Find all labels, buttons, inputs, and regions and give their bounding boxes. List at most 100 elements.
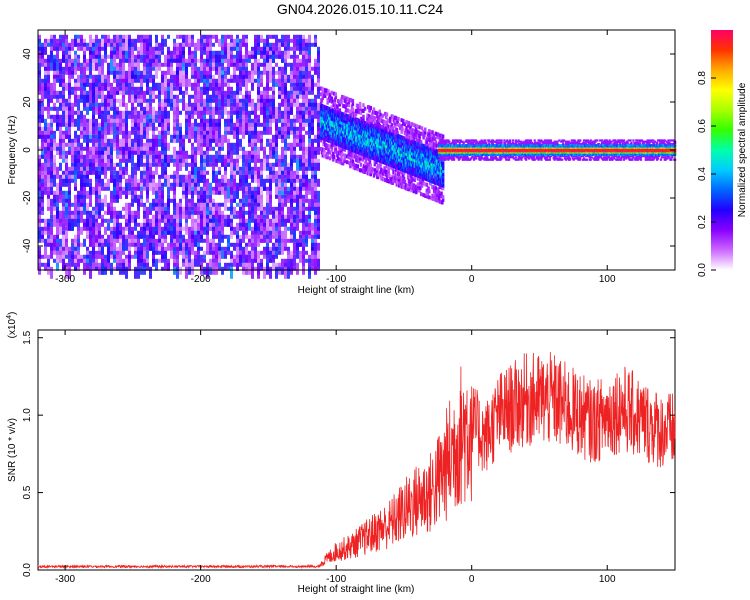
heatmap-cell bbox=[110, 106, 113, 111]
heatmap-cell bbox=[215, 186, 218, 195]
heatmap-cell bbox=[209, 214, 212, 219]
heatmap-cell bbox=[161, 114, 164, 119]
heatmap-cell bbox=[215, 234, 218, 239]
heatmap-cell bbox=[281, 170, 284, 175]
heatmap-cell bbox=[149, 118, 152, 123]
heatmap-cell bbox=[266, 90, 269, 95]
heatmap-cell bbox=[320, 86, 324, 91]
heatmap-cell bbox=[182, 50, 185, 59]
heatmap-cell bbox=[293, 242, 296, 255]
heatmap-cell bbox=[317, 62, 320, 67]
heatmap-cell bbox=[227, 130, 230, 135]
heatmap-cell bbox=[281, 230, 284, 243]
heatmap-cell bbox=[53, 154, 56, 159]
heatmap-cell bbox=[362, 114, 365, 119]
heatmap-cell bbox=[71, 146, 74, 159]
heatmap-cell bbox=[140, 266, 143, 275]
heatmap-cell bbox=[89, 90, 92, 103]
heatmap-cell bbox=[107, 146, 110, 155]
heatmap-cell bbox=[143, 94, 146, 99]
heatmap-cell bbox=[197, 214, 200, 227]
heatmap-cell bbox=[188, 262, 191, 267]
heatmap-cell bbox=[272, 262, 275, 271]
heatmap-cell bbox=[41, 126, 44, 131]
heatmap-cell bbox=[305, 238, 308, 243]
heatmap-cell bbox=[224, 54, 227, 59]
heatmap-cell bbox=[110, 230, 113, 235]
heatmap-cell bbox=[367, 114, 371, 119]
heatmap-cell bbox=[287, 258, 290, 271]
heatmap-cell bbox=[328, 144, 331, 149]
heatmap-cell bbox=[251, 258, 254, 271]
heatmap-cell bbox=[296, 98, 299, 111]
heatmap-cell bbox=[131, 150, 134, 155]
heatmap-cell bbox=[80, 110, 83, 123]
heatmap-cell bbox=[104, 210, 107, 215]
heatmap-cell bbox=[287, 178, 290, 183]
heatmap-cell bbox=[86, 182, 89, 187]
heatmap-cell bbox=[215, 38, 218, 43]
heatmap-cell bbox=[197, 254, 200, 267]
heatmap-cell bbox=[209, 198, 212, 203]
heatmap-cell bbox=[386, 179, 390, 184]
heatmap-cell bbox=[65, 246, 68, 255]
heatmap-cell bbox=[360, 116, 364, 121]
heatmap-cell bbox=[170, 242, 173, 251]
heatmap-cell bbox=[324, 146, 328, 151]
heatmap-cell bbox=[230, 174, 233, 183]
heatmap-cell bbox=[164, 218, 167, 223]
heatmap-cell bbox=[65, 254, 68, 259]
heatmap-cell bbox=[281, 214, 284, 219]
heatmap-cell bbox=[351, 110, 355, 115]
heatmap-cell bbox=[107, 254, 110, 263]
heatmap-cell bbox=[191, 146, 194, 151]
heatmap-cell bbox=[161, 154, 164, 159]
heatmap-cell bbox=[224, 174, 227, 183]
heatmap-cell bbox=[173, 246, 176, 259]
heatmap-cell bbox=[305, 170, 308, 175]
heatmap-cell bbox=[143, 150, 146, 155]
heatmap-cell bbox=[302, 126, 305, 131]
heatmap-cell bbox=[179, 206, 182, 215]
heatmap-cell bbox=[149, 162, 152, 167]
heatmap-cell bbox=[188, 78, 191, 87]
heatmap-cell bbox=[302, 162, 305, 167]
heatmap-cell bbox=[209, 66, 212, 79]
heatmap-cell bbox=[71, 74, 74, 79]
heatmap-cell bbox=[56, 238, 59, 243]
heatmap-cell bbox=[143, 42, 146, 55]
heatmap-cell bbox=[101, 178, 104, 187]
heatmap-cell bbox=[131, 50, 134, 59]
heatmap-cell bbox=[134, 226, 137, 231]
heatmap-cell bbox=[173, 74, 176, 87]
heatmap-cell bbox=[38, 62, 41, 75]
heatmap-cell bbox=[260, 222, 263, 227]
heatmap-cell bbox=[302, 182, 305, 187]
heatmap-cell bbox=[146, 70, 149, 75]
heatmap-cell bbox=[158, 106, 161, 111]
heatmap-cell bbox=[167, 98, 170, 107]
heatmap-cell bbox=[170, 182, 173, 187]
heatmap-cell bbox=[71, 90, 74, 95]
heatmap-cell bbox=[224, 182, 227, 187]
heatmap-cell bbox=[80, 226, 83, 235]
heatmap-cell bbox=[328, 98, 332, 103]
heatmap-cell bbox=[236, 234, 239, 239]
heatmap-cell bbox=[176, 150, 179, 155]
heatmap-cell bbox=[314, 58, 317, 63]
heatmap-cell bbox=[113, 110, 116, 115]
heatmap-cell bbox=[47, 262, 50, 267]
heatmap-cell bbox=[119, 266, 122, 275]
heatmap-cell bbox=[62, 110, 65, 115]
heatmap-cell bbox=[86, 230, 89, 235]
heatmap-cell bbox=[56, 114, 59, 127]
heatmap-cell bbox=[185, 34, 188, 47]
heatmap-cell bbox=[152, 90, 155, 99]
heatmap-cell bbox=[230, 50, 233, 55]
heatmap-cell bbox=[345, 154, 349, 159]
heatmap-cell bbox=[98, 250, 101, 259]
heatmap-cell bbox=[188, 122, 191, 135]
heatmap-cell bbox=[248, 258, 251, 263]
heatmap-cell bbox=[92, 214, 95, 227]
heatmap-cell bbox=[236, 214, 239, 219]
